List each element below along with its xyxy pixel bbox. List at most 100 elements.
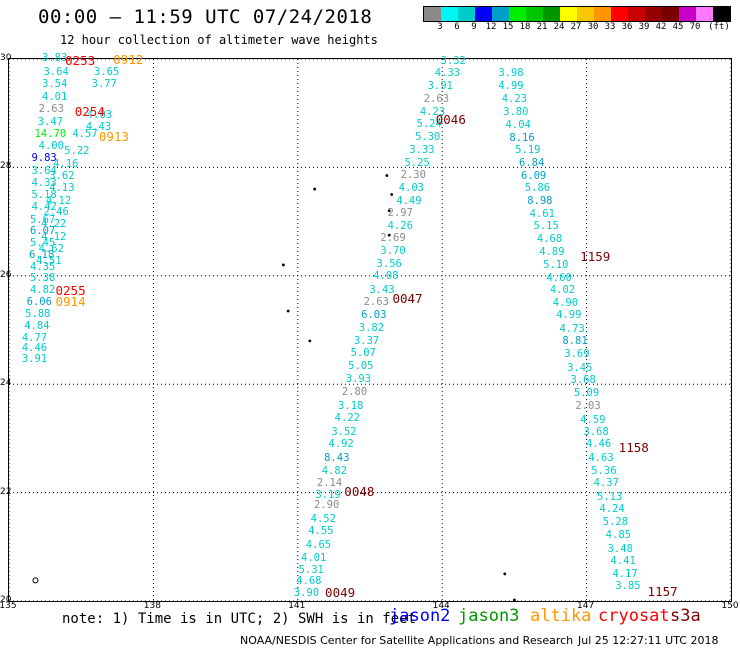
- page-title: 00:00 – 11:59 UTC 07/24/2018: [38, 6, 373, 28]
- wave-height-value: 9.83: [31, 152, 57, 165]
- satellite-legend-item: cryosat: [598, 606, 670, 626]
- wave-height-value: 3.33: [409, 143, 435, 156]
- wave-height-value: 6.06: [26, 295, 52, 308]
- wave-height-value: 5.67: [29, 213, 56, 226]
- island-marker: [390, 193, 394, 196]
- wave-height-value: 3.85: [615, 580, 641, 593]
- color-legend-label: 6: [454, 22, 460, 32]
- wave-height-value: 3.68: [570, 374, 596, 387]
- color-swatch: [543, 7, 560, 21]
- wave-height-value: 5.30: [415, 130, 441, 143]
- color-swatch: [492, 7, 509, 21]
- color-legend-label: 36: [621, 22, 633, 32]
- wave-height-value: 4.22: [334, 412, 360, 425]
- island-marker: [281, 263, 285, 267]
- wave-height-value: 3.80: [503, 105, 529, 118]
- y-tick-label: 26: [0, 269, 12, 280]
- color-swatch: [475, 7, 492, 21]
- wave-height-value: 6.18: [29, 249, 55, 262]
- wave-height-value: 5.15: [533, 219, 559, 232]
- wave-height-value: 4.42: [31, 200, 57, 213]
- color-legend-label: 39: [638, 22, 650, 32]
- wave-height-value: 4.37: [593, 477, 619, 490]
- color-swatch: [458, 7, 475, 21]
- y-tick-label: 28: [0, 161, 12, 172]
- wave-height-value: 5.09: [573, 386, 600, 399]
- wave-height-value: 4.16: [53, 157, 79, 170]
- wave-height-value: 3.56: [376, 257, 402, 270]
- island-marker: [387, 233, 391, 237]
- wave-height-value: 4.84: [24, 320, 50, 333]
- pass-time-label: 0255: [55, 282, 86, 298]
- pass-time-label: 0046: [435, 112, 466, 128]
- color-legend-label: 70: [689, 22, 701, 32]
- wave-height-value: 4.03: [86, 108, 113, 121]
- wave-height-value: 6.84: [519, 156, 545, 169]
- wave-height-value: 4.23: [419, 105, 446, 118]
- wave-height-value: 4.65: [305, 538, 332, 551]
- wave-height-value: 4.59: [580, 413, 606, 426]
- wave-height-value: 5.24: [416, 117, 442, 130]
- wave-height-value: 3.48: [607, 542, 633, 555]
- color-legend-label: 15: [502, 22, 514, 32]
- wave-height-value: 5.19: [515, 143, 541, 156]
- wave-height-value: 3.65: [94, 65, 120, 78]
- pass-time-label: 1157: [647, 583, 678, 599]
- pass-time-label: 0254: [74, 103, 105, 119]
- wave-height-value: 3.91: [21, 352, 48, 365]
- wave-height-value: 4.08: [373, 270, 399, 283]
- wave-height-value: 2.63: [423, 92, 450, 105]
- wave-height-value: 8.98: [527, 194, 553, 207]
- wave-height-value: 2.80: [341, 386, 368, 399]
- wave-height-value: 5.45: [29, 237, 56, 250]
- wave-height-value: 4.57: [72, 127, 98, 140]
- wave-height-value: 2.63: [38, 103, 64, 116]
- wave-height-value: 4.62: [38, 242, 64, 255]
- wave-height-value: 6.09: [520, 169, 547, 182]
- color-swatch: [560, 7, 577, 21]
- island-marker: [286, 309, 290, 313]
- wave-height-value: 5.22: [64, 144, 90, 157]
- wave-height-value: 3.69: [564, 348, 590, 361]
- wave-height-value: 4.12: [45, 194, 72, 207]
- wave-height-value: 5.13: [597, 490, 623, 503]
- color-legend-label: 9: [471, 22, 477, 32]
- wave-height-value: 3.90: [293, 586, 320, 599]
- wave-height-value: 4.63: [588, 451, 614, 464]
- x-tick-label: 141: [288, 601, 306, 611]
- color-swatch: [594, 7, 611, 21]
- pass-time-label: 0912: [113, 51, 144, 67]
- color-swatch: [509, 7, 526, 21]
- map-plot: [8, 58, 732, 602]
- wave-height-value: 4.82: [29, 283, 56, 296]
- wave-height-value: 4.46: [21, 341, 48, 354]
- wave-height-value: 5.36: [591, 464, 617, 477]
- color-swatch: [526, 7, 543, 21]
- wave-height-value: 3.37: [353, 334, 380, 347]
- pass-time-label: 0253: [65, 52, 96, 68]
- color-swatch: [424, 7, 441, 21]
- wave-height-value: 2.90: [313, 498, 340, 511]
- wave-height-value: 5.31: [298, 563, 324, 576]
- color-swatch: [645, 7, 662, 21]
- color-legend-label: 24: [553, 22, 565, 32]
- color-legend-label: 30: [587, 22, 599, 32]
- wave-height-value: 4.52: [310, 512, 336, 525]
- wave-height-value: 5.05: [348, 359, 374, 372]
- wave-height-value: 3.70: [380, 244, 406, 257]
- color-swatch: [441, 7, 458, 21]
- color-legend-label: 3: [437, 22, 443, 32]
- wave-height-value: 2.63: [363, 295, 389, 308]
- wave-height-value: 3.62: [49, 169, 75, 182]
- color-swatch: [611, 7, 628, 21]
- wave-height-value: 3.77: [91, 77, 117, 90]
- wave-height-value: 4.61: [529, 207, 555, 220]
- wave-height-value: 4.23: [501, 92, 528, 105]
- wave-height-value: 4.90: [552, 296, 579, 309]
- island-marker: [32, 577, 39, 584]
- wave-height-value: 6.07: [29, 225, 56, 238]
- color-legend-unit: (ft): [708, 22, 730, 32]
- wave-height-value: 3.45: [567, 361, 593, 374]
- wave-height-value: 2.97: [387, 206, 413, 219]
- color-swatch: [662, 7, 679, 21]
